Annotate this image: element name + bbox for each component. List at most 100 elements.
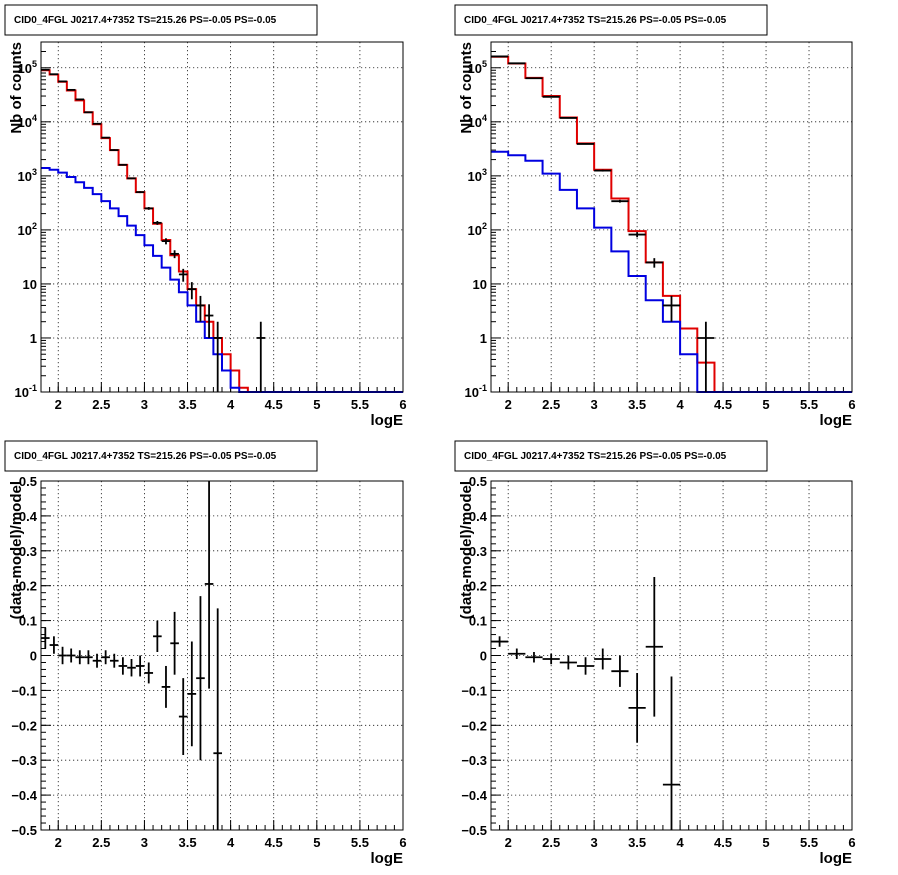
data-point <box>594 648 612 670</box>
y-tick-label: −0.5 <box>11 823 37 838</box>
y-tick-label: −0.1 <box>461 683 487 698</box>
x-tick-label: 2 <box>55 397 62 412</box>
x-tick-label: 5 <box>313 397 320 412</box>
y-tick-label: 0.2 <box>469 579 487 594</box>
x-axis-label: logE <box>820 412 853 429</box>
title-box: CID0_4FGL J0217.4+7352 TS=215.26 PS=-0.0… <box>4 440 318 472</box>
chart-title: CID0_4FGL J0217.4+7352 TS=215.26 PS=-0.0… <box>14 15 277 26</box>
data-point <box>41 627 50 649</box>
x-tick-label: 6 <box>848 835 855 850</box>
y-tick-label: 104 <box>18 113 37 130</box>
x-axis-label: logE <box>820 850 853 867</box>
data-point <box>101 650 110 665</box>
x-tick-label: 5 <box>313 835 320 850</box>
y-tick-label: 0.1 <box>469 614 487 629</box>
data-point <box>135 191 145 194</box>
x-tick-label: 4 <box>676 397 684 412</box>
data-point <box>153 620 162 653</box>
x-tick-label: 5.5 <box>351 397 369 412</box>
plot-frame <box>40 41 404 393</box>
data-point <box>127 177 136 180</box>
data-point <box>542 653 560 665</box>
x-tick-label: 4 <box>676 835 684 850</box>
title-box-frame <box>454 440 768 472</box>
data-point <box>92 653 102 668</box>
y-tick-label: 102 <box>468 221 487 238</box>
y-tick-label: 1 <box>30 331 37 346</box>
y-tick-label: −0.3 <box>11 753 37 768</box>
data-point <box>213 321 222 392</box>
data-point <box>101 136 110 139</box>
data-point <box>187 282 197 300</box>
x-tick-label: 2.5 <box>92 835 110 850</box>
y-axis-label: (data-model)/model <box>458 481 475 619</box>
y-tick-label: 10-1 <box>15 383 37 400</box>
model-source-histogram <box>491 150 852 393</box>
y-tick-label: 0.2 <box>19 579 37 594</box>
y-tick-label: −0.4 <box>11 788 37 803</box>
data-point <box>508 648 526 659</box>
data-point <box>170 611 179 675</box>
data-point <box>508 62 526 65</box>
data-point <box>697 321 715 392</box>
y-tick-label: 103 <box>18 167 37 184</box>
panel-residuals-left: 2 2.5 3 3.5 4 4.5 5 5.5 6 −0.5 −0.4 −0.3 −0.2 −0.1 0 0.… <box>4 440 407 867</box>
y-tick-label: 0.3 <box>469 544 487 559</box>
x-tick-label: 3 <box>591 397 598 412</box>
data-point <box>58 80 67 83</box>
data-point <box>170 250 179 259</box>
y-tick-label: 0.5 <box>469 474 487 489</box>
data-point <box>144 207 154 210</box>
data-point <box>525 652 543 663</box>
x-tick-label: 4 <box>227 835 235 850</box>
x-tick-label: 3 <box>141 397 148 412</box>
data-point <box>187 641 197 747</box>
data-point <box>109 653 119 668</box>
data-point <box>256 321 266 392</box>
plot-frame <box>490 480 853 831</box>
data-point <box>525 77 543 80</box>
data-point <box>66 88 76 91</box>
title-box-frame <box>4 440 318 472</box>
x-tick-label: 3 <box>591 835 598 850</box>
data-point <box>491 55 509 58</box>
data-point <box>559 117 577 119</box>
data-point <box>662 676 681 830</box>
y-tick-label: 10-1 <box>465 383 487 400</box>
x-axis-label: logE <box>371 412 404 429</box>
y-tick-label: 0.4 <box>19 509 38 524</box>
panel-residuals-right: 2 2.5 3 3.5 4 4.5 5 5.5 6 −0.5 −0.4 −0.3 −0.2 −0.1 0 0.… <box>454 440 856 867</box>
x-tick-label: 5.5 <box>800 397 818 412</box>
y-tick-label: 104 <box>468 113 487 130</box>
y-tick-label: 1 <box>480 331 487 346</box>
data-point <box>611 199 629 203</box>
title-box-frame <box>454 4 768 36</box>
y-tick-label: 102 <box>18 221 37 238</box>
x-tick-label: 2.5 <box>542 835 560 850</box>
x-tick-label: 3.5 <box>178 397 196 412</box>
data-point <box>576 657 595 675</box>
chart-title: CID0_4FGL J0217.4+7352 TS=215.26 PS=-0.0… <box>464 15 727 26</box>
data-point <box>559 655 577 670</box>
data-point <box>213 608 222 830</box>
y-tick-label: −0.3 <box>461 753 487 768</box>
data-point <box>645 258 663 268</box>
title-box: CID0_4FGL J0217.4+7352 TS=215.26 PS=-0.0… <box>454 4 768 36</box>
x-tick-label: 4.5 <box>265 397 283 412</box>
data-point <box>178 678 188 755</box>
x-tick-label: 5 <box>762 397 769 412</box>
x-tick-label: 5.5 <box>351 835 369 850</box>
data-point <box>662 295 681 322</box>
x-tick-label: 2 <box>505 397 512 412</box>
y-tick-label: 0 <box>480 649 487 664</box>
x-tick-label: 4.5 <box>714 835 732 850</box>
data-point <box>92 122 102 125</box>
chart-title: CID0_4FGL J0217.4+7352 TS=215.26 PS=-0.0… <box>464 451 727 462</box>
data-point <box>41 68 50 71</box>
data-point <box>491 636 509 647</box>
data-point <box>628 672 646 743</box>
data-point <box>611 655 629 687</box>
data-point <box>594 169 612 172</box>
x-tick-label: 3 <box>141 835 148 850</box>
data-point <box>66 648 76 663</box>
